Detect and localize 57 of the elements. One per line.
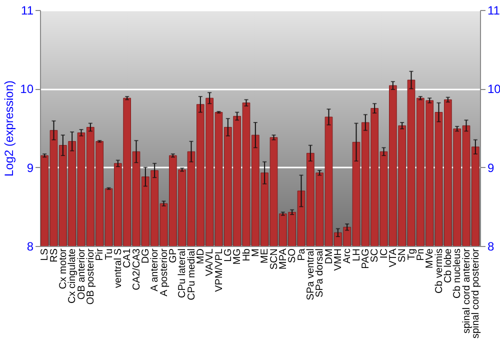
x-tick-label: LS [40,248,51,261]
x-tick-label: ME [260,248,271,264]
x-tick-label: OB posterior [85,248,96,305]
y-tick-label: 9 [26,160,34,175]
x-tick-label: LH [351,248,362,262]
x-tick-label: LG [222,248,234,262]
x-tick-label: IC [378,248,390,258]
x-tick-label: Cb lobe [442,248,454,283]
x-tick-label: VPM/VPL [214,248,225,292]
x-tick-label: CPu medial [186,248,198,300]
x-tick-label: Tg [406,248,418,260]
y2-tick-label: 11 [488,4,500,18]
y2-tick-label: 8 [488,240,494,254]
x-tick-label: A anterior [150,248,161,292]
y2-tick-label: 10 [488,82,500,96]
x-tick-label: MD [195,248,206,264]
x-tick-label: SO [287,248,298,263]
x-tick-label: Pir [94,248,106,261]
y-tick-label: 11 [21,4,34,18]
x-tick-label: PAG [360,248,372,269]
x-tick-label: Pn [415,248,426,261]
x-tick-label: SPa ventral [305,248,316,300]
x-tick-label: VA/VL [204,248,216,276]
y-axis-title: Log2 (expression) [2,80,16,177]
x-tick-label: VMH [332,248,344,271]
x-tick-label: spinal cord posterior [470,248,482,339]
x-tick-label: SN [397,248,408,262]
x-tick-label: GP [168,248,179,263]
x-tick-label: DG [140,248,152,264]
x-tick-label: MPA [278,248,289,270]
x-tick-label: spinal cord anterior [461,248,472,334]
x-tick-label: Cb vermis [434,248,445,294]
x-tick-label: CA2/CA3 [131,248,142,290]
x-tick-label: CA1 [122,248,134,268]
x-tick-label: SC [370,248,381,262]
x-tick-label: Hb [241,248,252,262]
x-tick-label: MG [232,248,244,265]
x-tick-label: Cx motor [58,248,69,290]
x-tick-label: SCN [268,248,280,270]
x-tick-label: SPa dorsal [314,248,326,298]
x-tick-label: RS [48,248,60,262]
x-tick-label: DM [324,248,335,264]
x-tick-label: MVe [424,248,436,269]
x-tick-label: Cb nucleus [452,248,464,299]
x-tick-label: Cx cingulate [67,248,78,304]
x-tick-label: ventral S [112,248,124,288]
x-tick-label: CPu lateral [177,248,188,298]
x-tick-label: VTA [388,248,399,268]
x-tick-label: Pa [296,248,308,261]
y-tick-label: 8 [26,240,34,254]
x-tick-label: A posterior [158,248,170,296]
x-tick-label: Arc [342,248,354,264]
y-tick-label: 10 [20,82,34,96]
x-tick-label: M [250,248,262,257]
y2-tick-label: 9 [488,160,494,175]
x-tick-label: Tu [104,248,115,260]
x-tick-label: OB anterior [76,248,88,300]
